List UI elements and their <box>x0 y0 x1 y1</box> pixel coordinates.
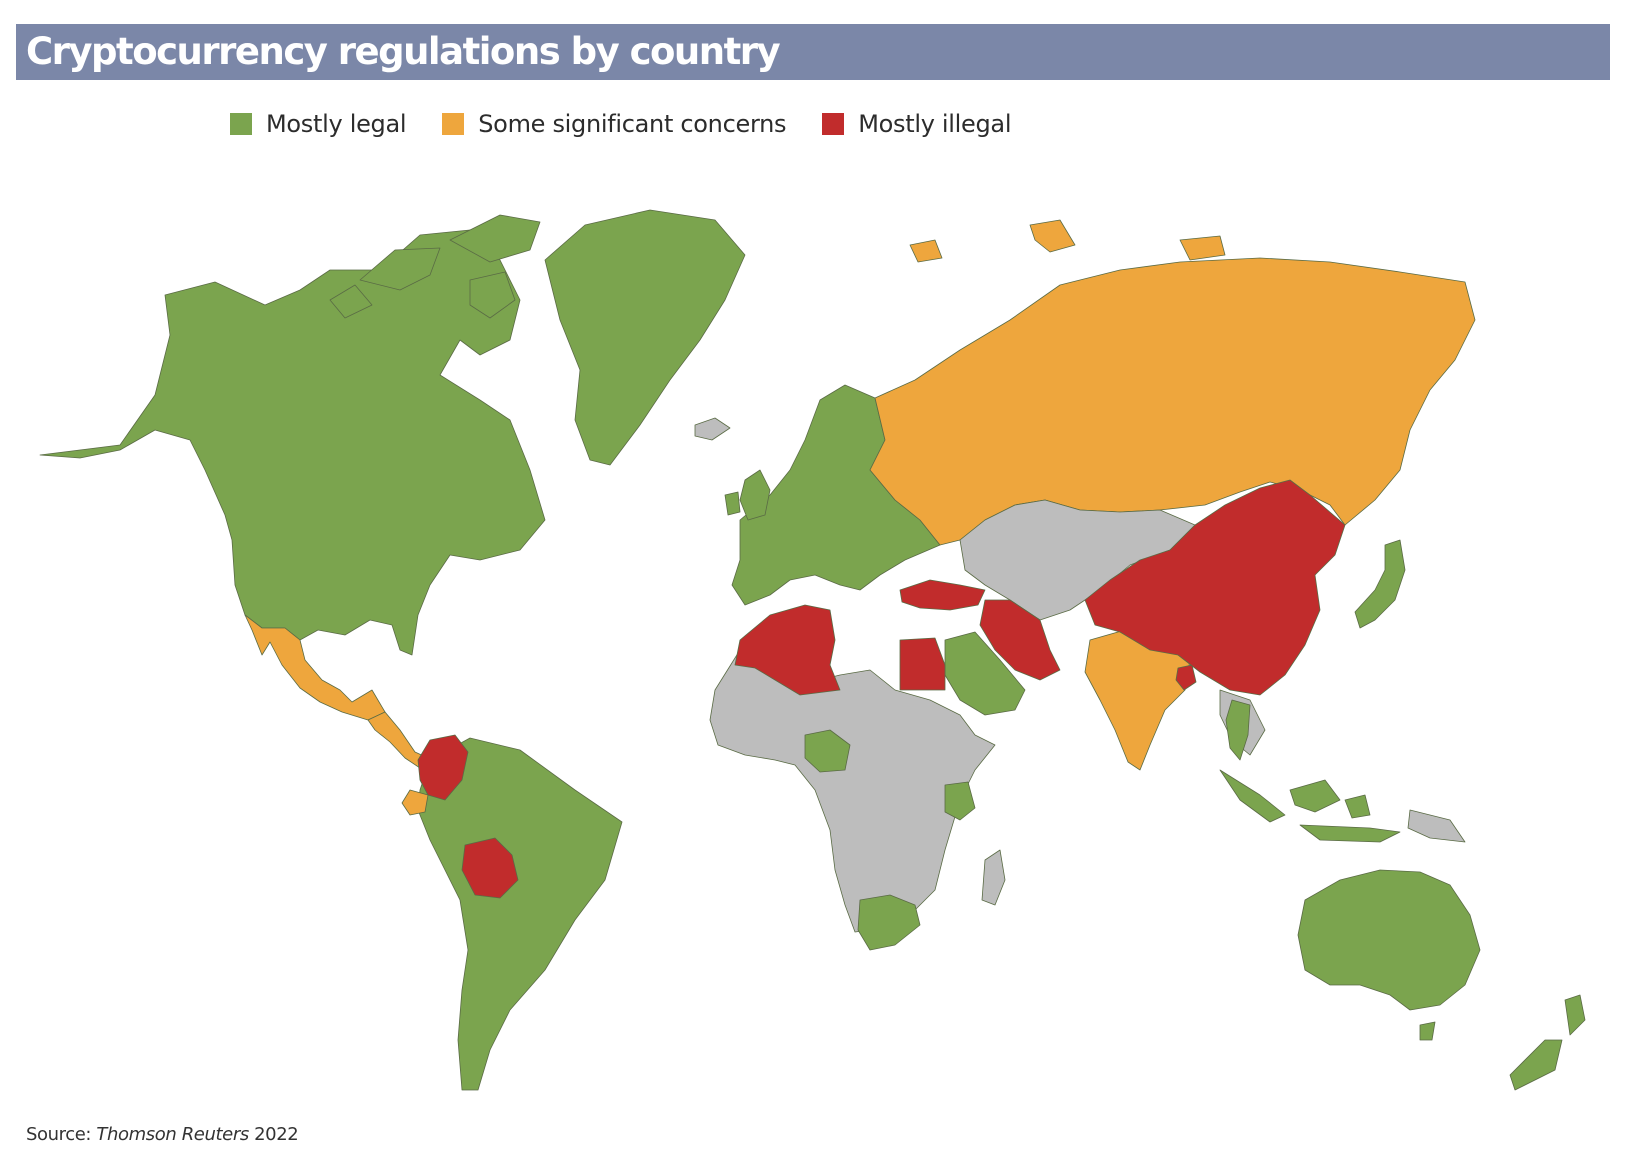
region-greenland <box>544 209 746 466</box>
region-indonesia <box>1219 769 1401 843</box>
region-nigeria <box>804 729 851 773</box>
legend-swatch-concerns <box>442 113 465 135</box>
legend: Mostly legal Some significant concerns M… <box>230 108 1047 140</box>
region-china <box>1084 479 1346 696</box>
region-bangladesh <box>1175 664 1197 691</box>
region-saudi-arabia <box>944 631 1026 716</box>
region-north-america <box>39 229 546 656</box>
region-papua <box>1407 809 1466 843</box>
legend-swatch-legal <box>230 113 252 135</box>
region-south-america <box>417 737 623 1091</box>
region-madagascar <box>981 849 1006 906</box>
region-bolivia <box>461 837 519 899</box>
region-south-africa <box>857 894 921 951</box>
source-prefix: Source: <box>26 1124 97 1145</box>
region-russia <box>869 257 1476 546</box>
legend-label: Mostly illegal <box>858 110 1012 138</box>
region-arctic-islands <box>329 214 541 319</box>
source-name: Thomson Reuters <box>96 1124 249 1145</box>
region-australia <box>1297 869 1481 1011</box>
region-morocco-algeria <box>734 604 841 696</box>
region-thailand <box>1225 699 1251 761</box>
map-title: Cryptocurrency regulations by country <box>26 30 781 73</box>
region-iran <box>979 599 1061 681</box>
legend-item-mostly-illegal: Mostly illegal <box>822 110 1012 138</box>
region-tasmania <box>1419 1021 1436 1041</box>
region-turkey <box>899 579 986 611</box>
legend-swatch-illegal <box>822 113 845 135</box>
legend-label: Some significant concerns <box>478 110 787 138</box>
region-kenya <box>944 781 976 821</box>
title-bar: Cryptocurrency regulations by country <box>16 24 1610 80</box>
legend-item-concerns: Some significant concerns <box>442 110 787 138</box>
region-iceland <box>694 417 731 441</box>
world-map <box>39 209 1586 1091</box>
legend-item-mostly-legal: Mostly legal <box>230 110 407 138</box>
legend-label: Mostly legal <box>266 110 407 138</box>
region-russia-islands <box>909 219 1226 263</box>
region-ecuador <box>401 789 429 816</box>
source-year: 2022 <box>248 1124 299 1145</box>
region-uk-ireland <box>724 469 771 521</box>
region-egypt <box>899 637 946 691</box>
region-colombia <box>417 734 469 801</box>
region-new-zealand <box>1509 994 1586 1091</box>
source-credit: Source: Thomson Reuters 2022 <box>26 1124 299 1145</box>
region-japan <box>1354 539 1406 629</box>
